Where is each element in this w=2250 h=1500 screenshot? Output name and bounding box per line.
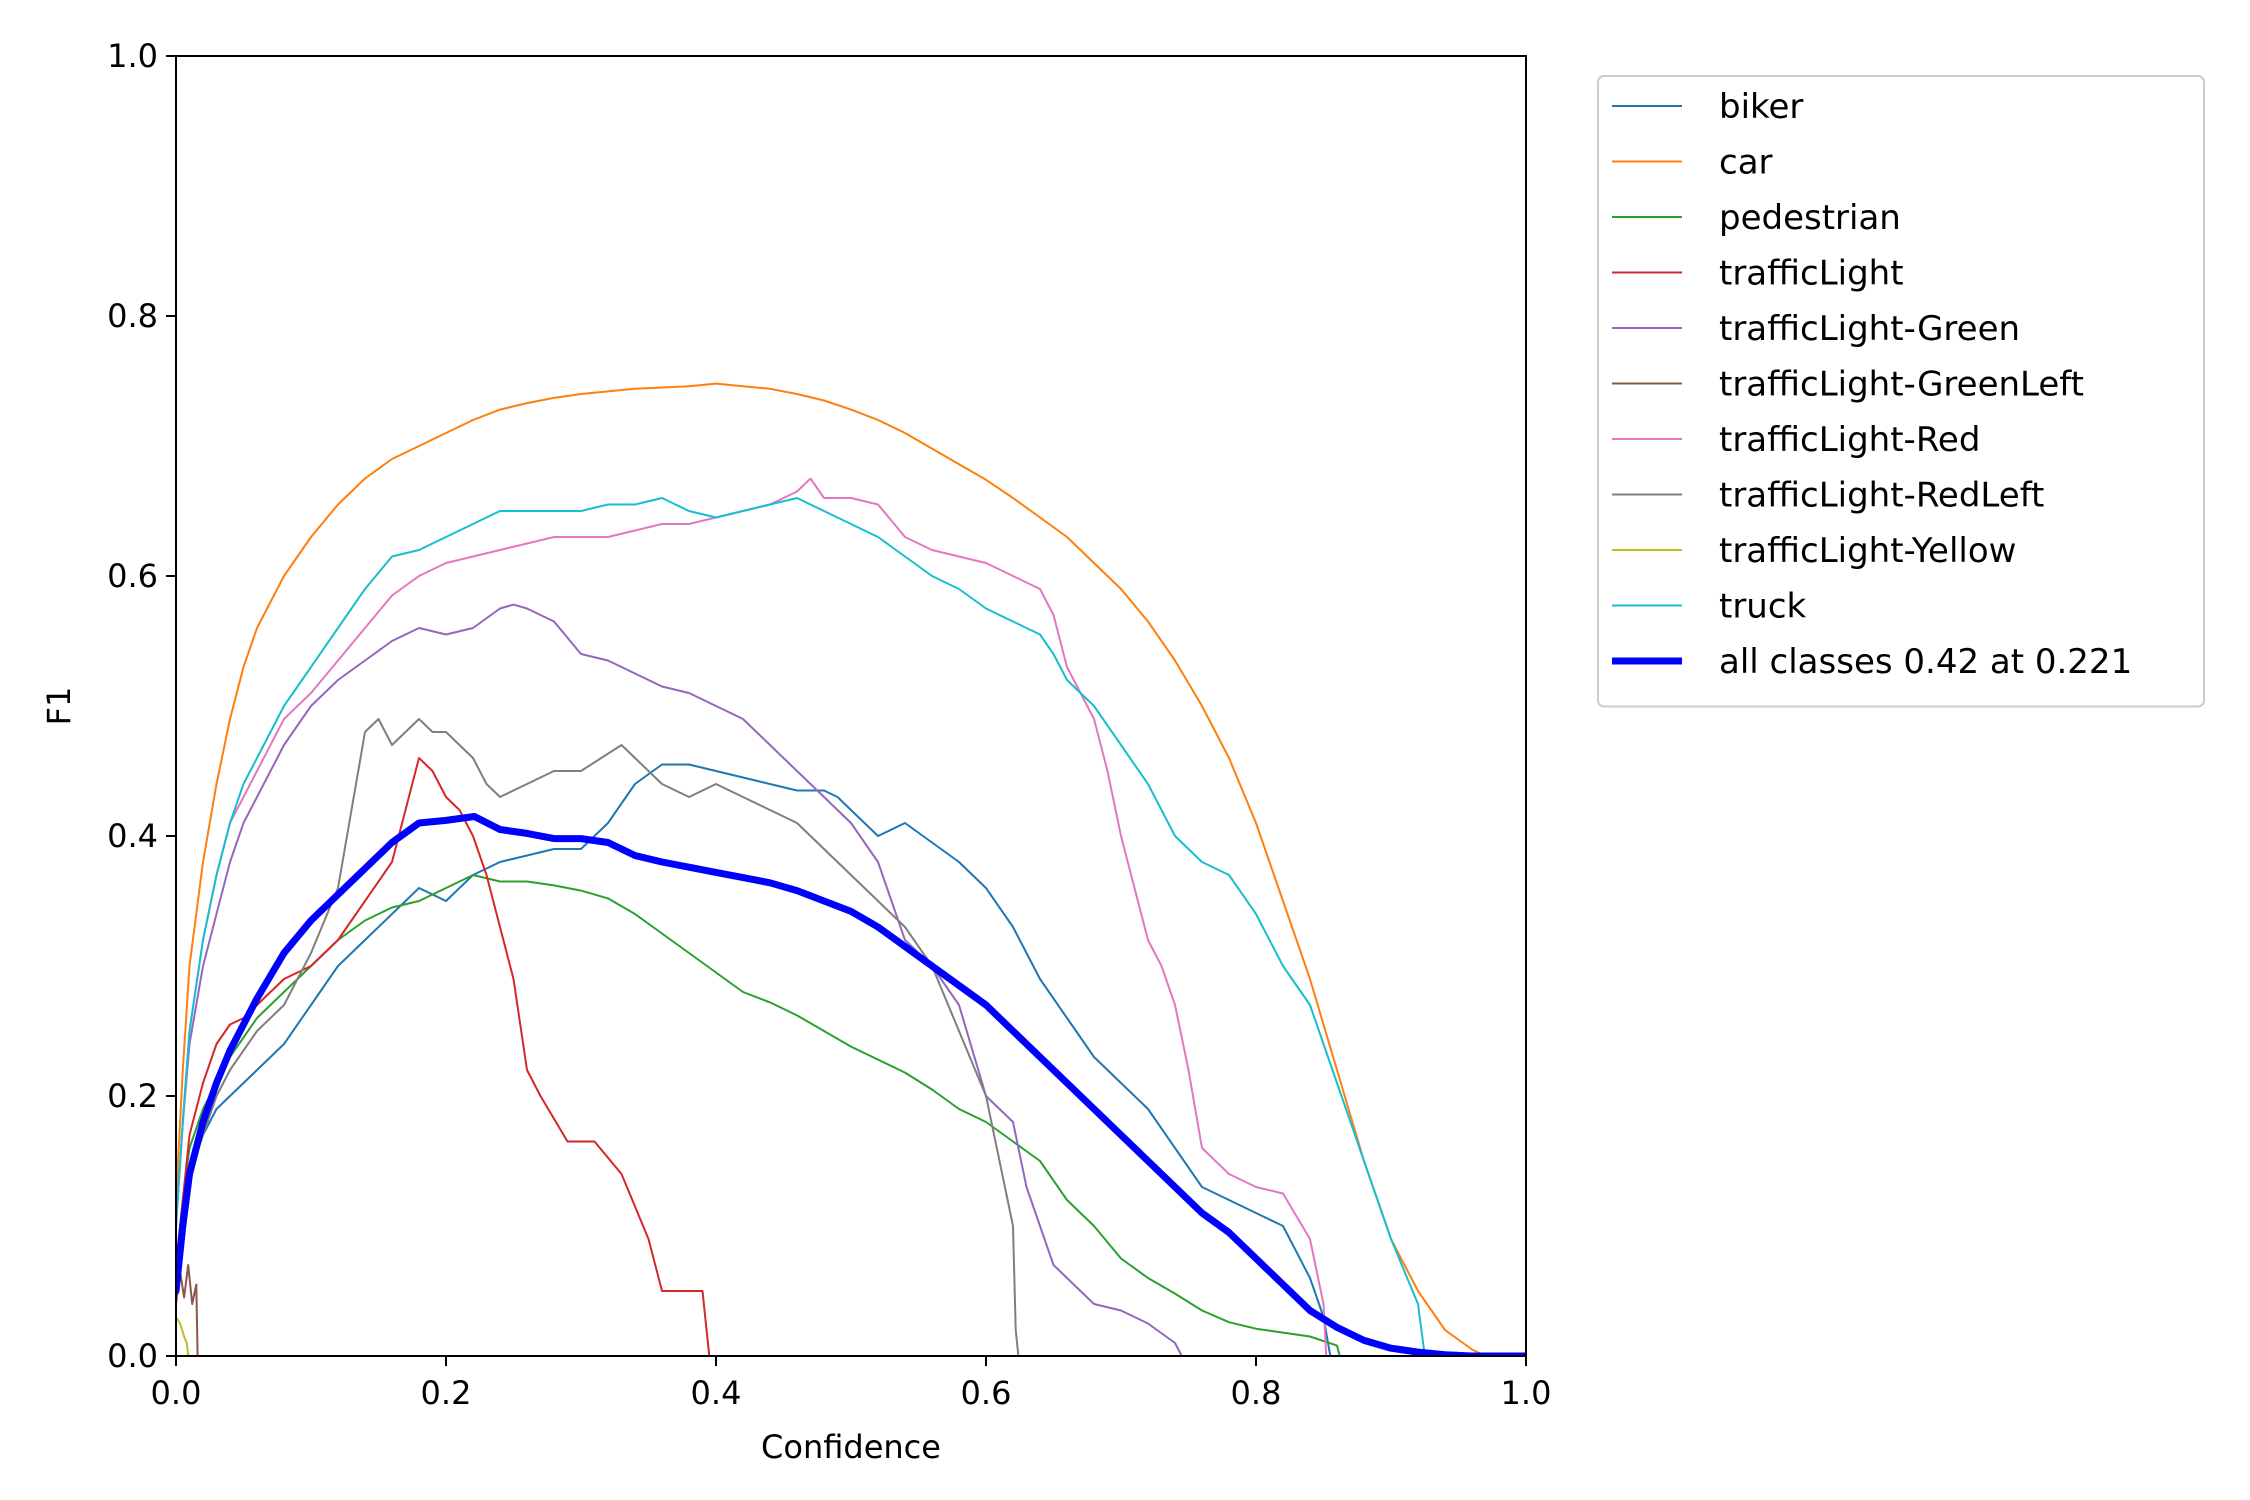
legend: biker car pedestrian trafficLight trafficLig… (1597, 75, 2205, 708)
legend-label-trafficlight-redleft: trafficLight-RedLeft (1719, 476, 2044, 516)
plot-area (176, 56, 1526, 1356)
series-line-trafficlight-red (176, 477, 1328, 1356)
series-line-car (176, 382, 1526, 1356)
series-line-trafficlight-yellow (176, 1316, 190, 1356)
series-layer (176, 382, 1526, 1356)
legend-label-all-classes-0-42-at-0-221: all classes 0.42 at 0.221 (1719, 642, 2132, 682)
series-line-trafficlight-green (176, 603, 1183, 1356)
legend-label-biker: biker (1719, 87, 1803, 127)
series-line-biker (176, 763, 1332, 1356)
x-tick-label: 0.8 (1231, 1374, 1282, 1412)
y-axis-title: F1 (40, 687, 78, 726)
x-axis-title: Confidence (761, 1428, 941, 1466)
x-tick-label: 0.0 (151, 1374, 202, 1412)
legend-label-pedestrian: pedestrian (1719, 198, 1901, 238)
series-line-all-classes-0-42-at-0-221 (176, 813, 1526, 1356)
y-tick-label: 1.0 (107, 37, 158, 75)
legend-label-trafficlight: trafficLight (1719, 254, 1904, 294)
x-tick-label: 0.4 (691, 1374, 742, 1412)
legend-label-car: car (1719, 143, 1773, 183)
legend-label-trafficlight-yellow: trafficLight-Yellow (1719, 531, 2016, 571)
y-tick-label: 0.2 (107, 1077, 158, 1115)
series-line-trafficlight-redleft (176, 718, 1020, 1356)
plot-frame (175, 55, 1527, 1357)
y-tick-label: 0.8 (107, 297, 158, 335)
series-line-truck (176, 497, 1426, 1356)
legend-label-trafficlight-greenleft: trafficLight-GreenLeft (1719, 365, 2084, 405)
legend-label-trafficlight-green: trafficLight-Green (1719, 309, 2020, 349)
series-line-trafficlight (176, 757, 711, 1356)
legend-label-truck: truck (1719, 587, 1807, 627)
y-tick-label: 0.0 (107, 1337, 158, 1375)
y-tick-label: 0.6 (107, 557, 158, 595)
legend-label-trafficlight-red: trafficLight-Red (1719, 420, 1980, 460)
legend-frame (1597, 75, 2205, 708)
x-tick-label: 1.0 (1501, 1374, 1552, 1412)
series-line-pedestrian (176, 874, 1341, 1356)
y-tick-label: 0.4 (107, 817, 158, 855)
axes: 0.0 0.2 0.4 0.6 0.8 1.0 0.0 0.2 0.4 0.6 0.8 1.0 (107, 37, 1551, 1412)
x-tick-label: 0.2 (421, 1374, 472, 1412)
x-tick-label: 0.6 (961, 1374, 1012, 1412)
